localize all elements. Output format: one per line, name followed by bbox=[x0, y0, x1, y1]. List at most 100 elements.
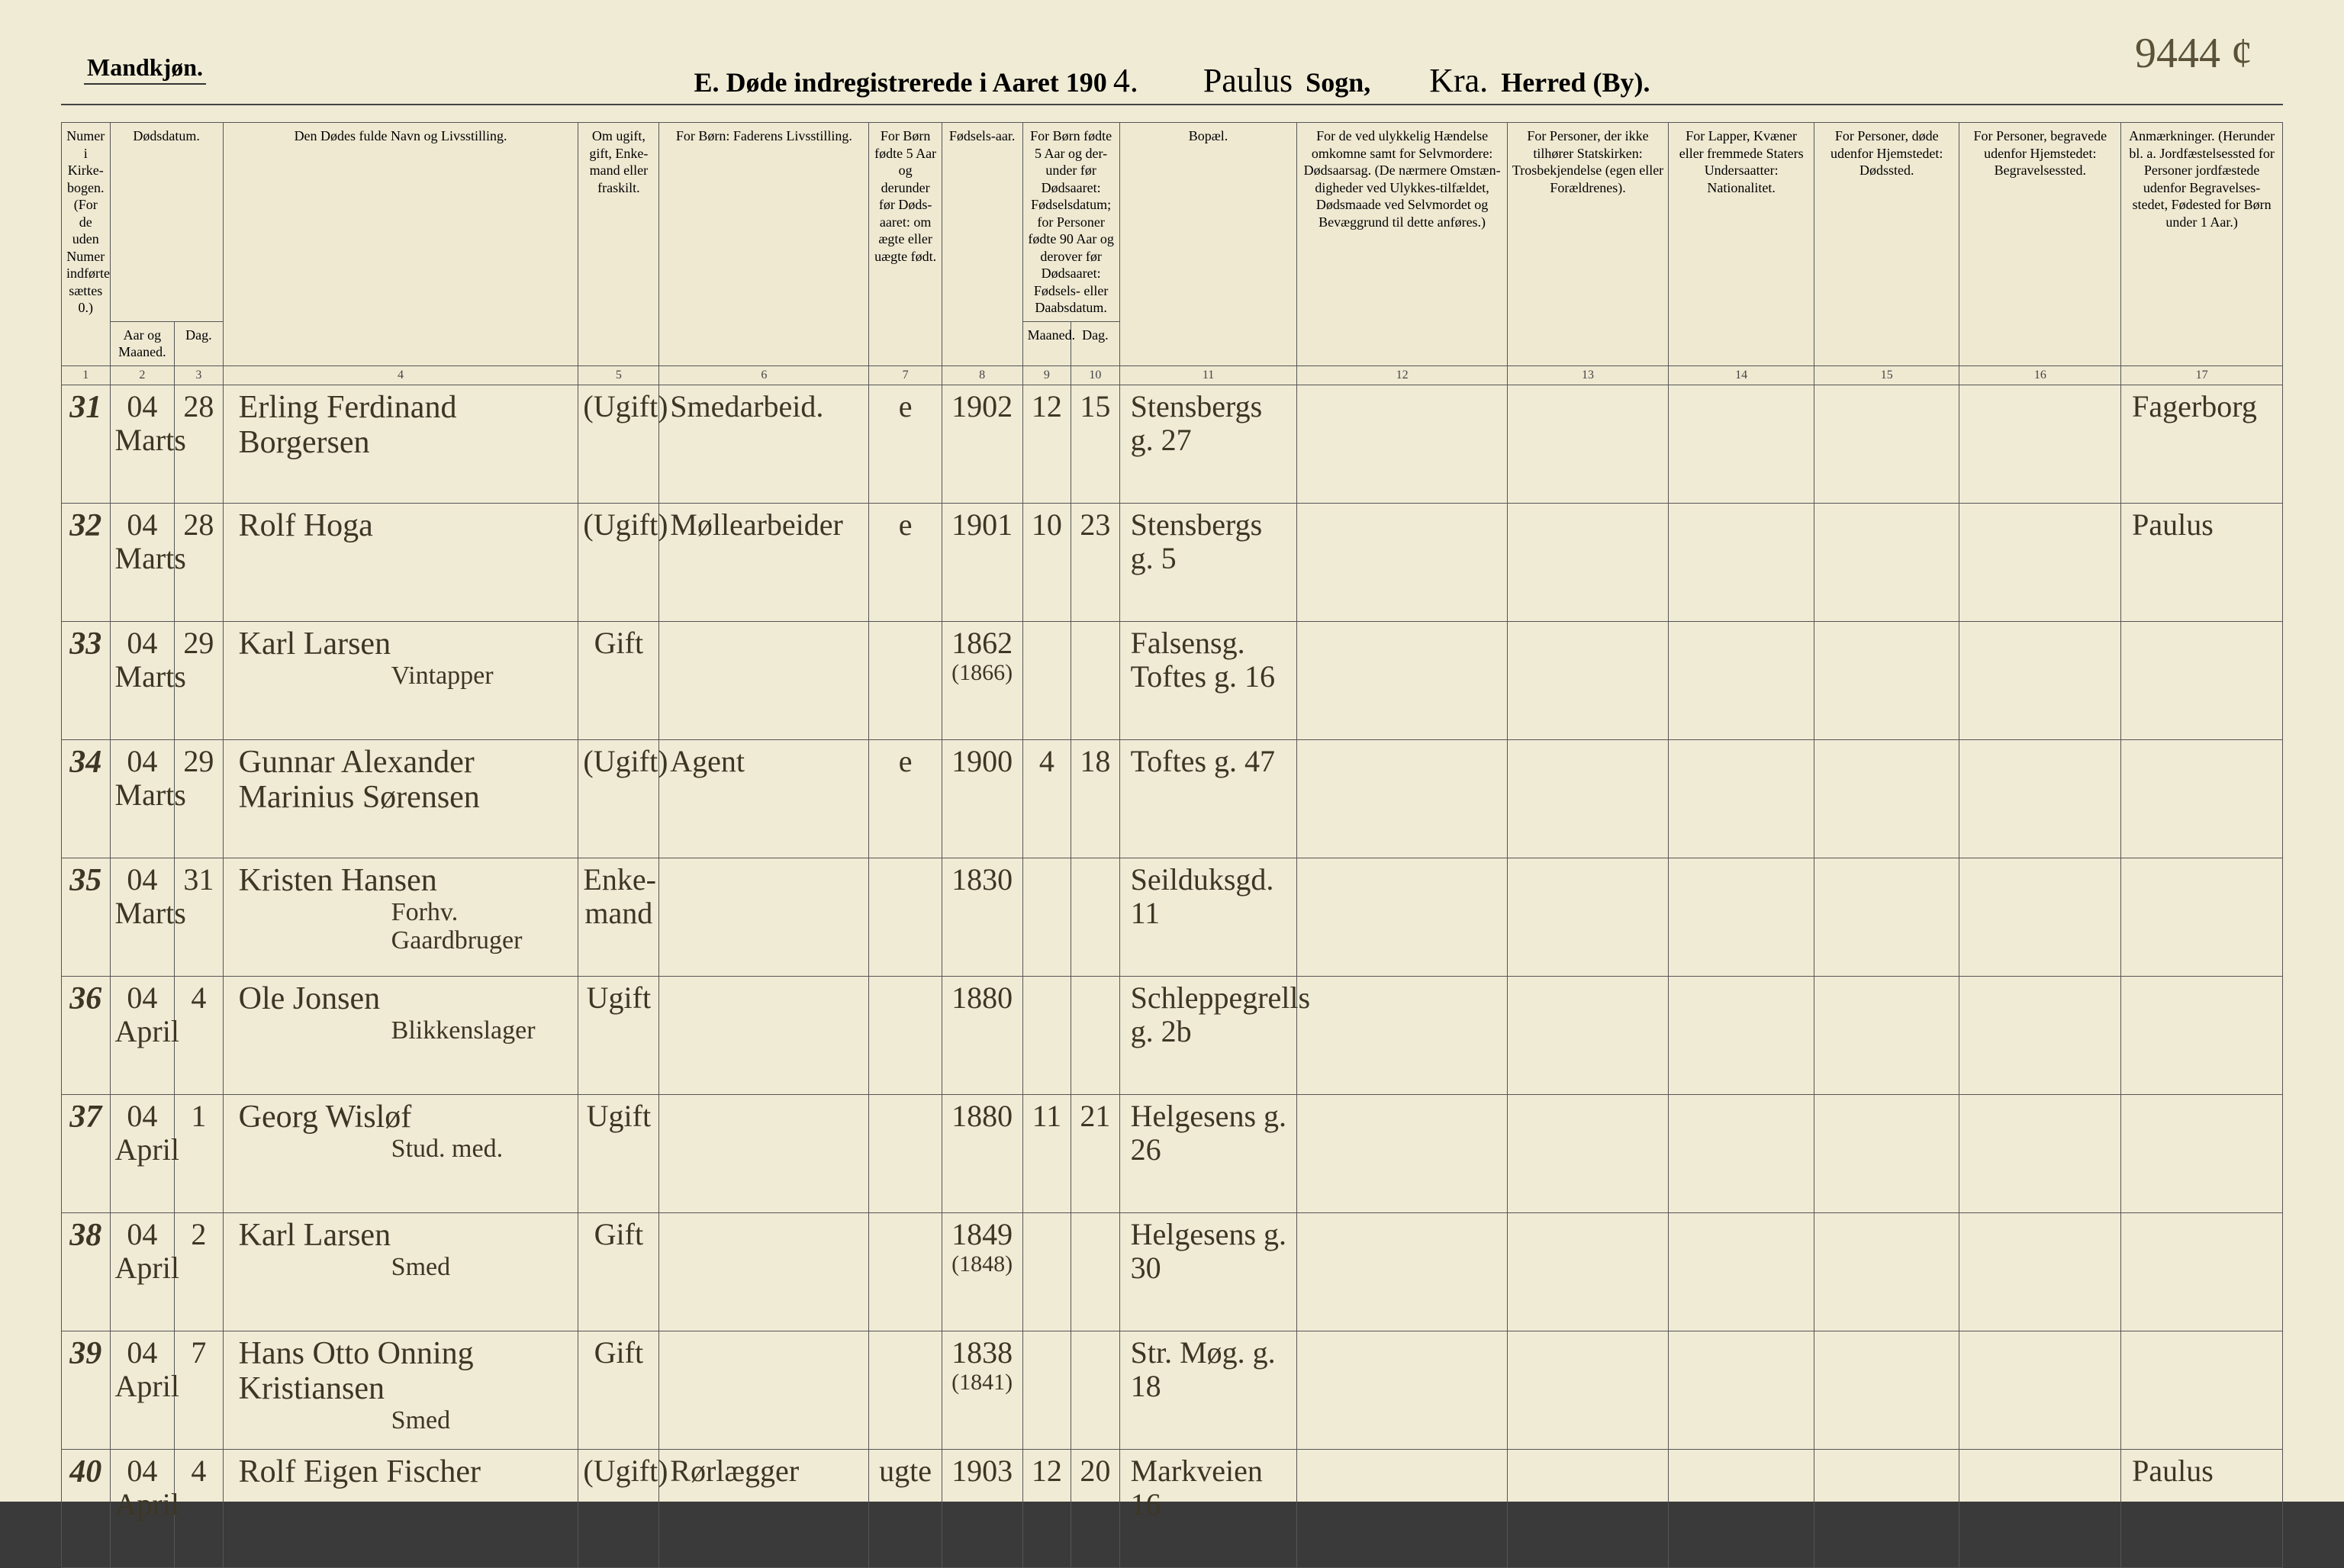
table-cell: (Ugift) bbox=[578, 385, 659, 503]
title-year: 4. bbox=[1107, 62, 1145, 99]
table-cell: Gunnar Alexander Marinius Sørensen bbox=[223, 739, 578, 858]
table-cell: Enke-mand bbox=[578, 858, 659, 976]
table-cell: ugte bbox=[869, 1449, 942, 1567]
table-cell bbox=[1814, 1212, 1959, 1331]
table-cell bbox=[1669, 503, 1814, 621]
col-header: For Personer, der ikke tilhører Statskir… bbox=[1507, 123, 1669, 366]
table-cell: 33 bbox=[62, 621, 111, 739]
table-cell: 04April bbox=[110, 1331, 175, 1449]
table-cell bbox=[1507, 503, 1669, 621]
table-row: 3804April2Karl LarsenSmedGift1849(1848)H… bbox=[62, 1212, 2283, 1331]
table-cell: 1880 bbox=[942, 1094, 1022, 1212]
table-cell: 1900 bbox=[942, 739, 1022, 858]
table-cell: Falsensg. Toftes g. 16 bbox=[1119, 621, 1297, 739]
col-subheader: Dag. bbox=[1071, 321, 1120, 365]
table-cell: Paulus bbox=[2121, 1449, 2283, 1567]
table-cell: 4 bbox=[175, 1449, 224, 1567]
table-cell bbox=[869, 858, 942, 976]
table-cell bbox=[1669, 739, 1814, 858]
table-cell bbox=[1297, 1212, 1507, 1331]
table-cell: Rørlægger bbox=[659, 1449, 869, 1567]
table-cell bbox=[1022, 976, 1071, 1094]
table-row: 3304Marts29Karl LarsenVintapperGift1862(… bbox=[62, 621, 2283, 739]
table-cell: 37 bbox=[62, 1094, 111, 1212]
table-cell: 7 bbox=[175, 1331, 224, 1449]
col-number: 4 bbox=[223, 365, 578, 385]
table-cell bbox=[1959, 621, 2121, 739]
table-cell bbox=[2121, 858, 2283, 976]
table-cell bbox=[659, 1331, 869, 1449]
table-cell: Ole JonsenBlikkenslager bbox=[223, 976, 578, 1094]
table-cell: (Ugift) bbox=[578, 503, 659, 621]
table-cell bbox=[1297, 976, 1507, 1094]
table-cell: Schleppegrells g. 2b bbox=[1119, 976, 1297, 1094]
table-cell: Gift bbox=[578, 1212, 659, 1331]
table-cell bbox=[1669, 1449, 1814, 1567]
table-cell: 1838(1841) bbox=[942, 1331, 1022, 1449]
header-rule bbox=[61, 104, 2283, 105]
table-cell: 35 bbox=[62, 858, 111, 976]
table-cell: 34 bbox=[62, 739, 111, 858]
table-cell bbox=[659, 1094, 869, 1212]
table-cell bbox=[1297, 503, 1507, 621]
table-cell bbox=[1669, 1331, 1814, 1449]
table-cell: 20 bbox=[1071, 1449, 1120, 1567]
table-cell bbox=[1669, 1212, 1814, 1331]
table-cell bbox=[1959, 1331, 2121, 1449]
table-cell: 32 bbox=[62, 503, 111, 621]
col-number: 6 bbox=[659, 365, 869, 385]
col-subheader: Dag. bbox=[175, 321, 224, 365]
col-header: Den Dødes fulde Navn og Livsstilling. bbox=[223, 123, 578, 366]
table-cell bbox=[1814, 503, 1959, 621]
table-cell bbox=[1669, 976, 1814, 1094]
table-cell bbox=[1071, 1212, 1120, 1331]
table-cell: 31 bbox=[62, 385, 111, 503]
table-cell: 04Marts bbox=[110, 621, 175, 739]
table-cell: Smedarbeid. bbox=[659, 385, 869, 503]
table-cell bbox=[1814, 385, 1959, 503]
table-cell bbox=[1669, 385, 1814, 503]
col-number: 9 bbox=[1022, 365, 1071, 385]
table-cell: Gift bbox=[578, 621, 659, 739]
table-cell: Ugift bbox=[578, 976, 659, 1094]
table-cell bbox=[1071, 1331, 1120, 1449]
table-cell bbox=[1297, 385, 1507, 503]
table-cell: Paulus bbox=[2121, 503, 2283, 621]
table-cell: 1830 bbox=[942, 858, 1022, 976]
col-number: 14 bbox=[1669, 365, 1814, 385]
table-cell: 04Marts bbox=[110, 858, 175, 976]
col-number: 2 bbox=[110, 365, 175, 385]
table-cell: (Ugift) bbox=[578, 739, 659, 858]
sogn-handwritten: Paulus bbox=[1197, 62, 1299, 99]
table-cell bbox=[1959, 739, 2121, 858]
table-row: 3104Marts28Erling Ferdinand Borgersen(Ug… bbox=[62, 385, 2283, 503]
col-header: For Personer, begravede udenfor Hjemsted… bbox=[1959, 123, 2121, 366]
table-cell bbox=[1814, 1449, 1959, 1567]
table-cell bbox=[659, 1212, 869, 1331]
table-cell bbox=[1959, 976, 2121, 1094]
table-cell bbox=[1959, 385, 2121, 503]
table-cell: 04April bbox=[110, 1212, 175, 1331]
table-cell: e bbox=[869, 385, 942, 503]
table-cell: Rolf Eigen Fischer bbox=[223, 1449, 578, 1567]
table-cell bbox=[1669, 1094, 1814, 1212]
title-prefix: E. Døde indregistrerede i Aaret 190 bbox=[694, 67, 1107, 98]
table-cell: Erling Ferdinand Borgersen bbox=[223, 385, 578, 503]
table-cell: Stensbergs g. 5 bbox=[1119, 503, 1297, 621]
col-header: For Børn fødte 5 Aar og der-under før Dø… bbox=[1022, 123, 1119, 322]
table-cell bbox=[1022, 1212, 1071, 1331]
table-cell: (Ugift) bbox=[578, 1449, 659, 1567]
table-row: 3204Marts28Rolf Hoga(Ugift)Møllearbeider… bbox=[62, 503, 2283, 621]
table-row: 3404Marts29Gunnar Alexander Marinius Sør… bbox=[62, 739, 2283, 858]
table-cell: 04Marts bbox=[110, 739, 175, 858]
table-cell: 1862(1866) bbox=[942, 621, 1022, 739]
table-cell: 04April bbox=[110, 1449, 175, 1567]
table-row: 3904April7Hans Otto Onning KristiansenSm… bbox=[62, 1331, 2283, 1449]
table-cell: 04April bbox=[110, 976, 175, 1094]
table-cell bbox=[1022, 858, 1071, 976]
table-cell: Karl LarsenVintapper bbox=[223, 621, 578, 739]
col-header: For de ved ulykkelig Hændelse omkomne sa… bbox=[1297, 123, 1507, 366]
col-number: 3 bbox=[175, 365, 224, 385]
table-cell: Markveien 16 bbox=[1119, 1449, 1297, 1567]
col-header: Anmærkninger. (Herunder bl. a. Jordfæste… bbox=[2121, 123, 2283, 366]
